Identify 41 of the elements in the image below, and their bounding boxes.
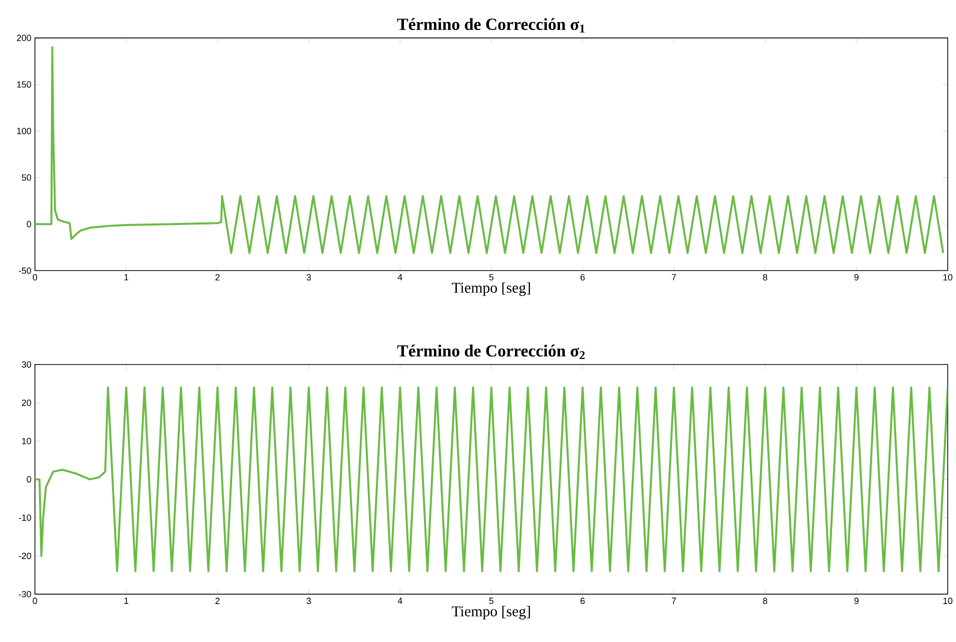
x-tick-label: 4 (398, 598, 402, 604)
line-series (34, 46, 944, 254)
y-tick-label: 30 (22, 361, 32, 368)
x-tick-label: 7 (672, 598, 676, 604)
x-tick-label: 3 (306, 598, 311, 604)
y-tick-label: 10 (22, 438, 32, 444)
y-tick-label: -10 (18, 514, 32, 521)
x-tick-label: 6 (580, 274, 585, 280)
x-tick-label: 9 (854, 274, 859, 280)
x-tick-label: 1 (124, 598, 128, 604)
x-tick-label: 2 (215, 274, 220, 280)
x-tick-label: 0 (32, 274, 38, 280)
chart-title: Término de Corrección σ$_{1}$ (397, 18, 585, 32)
x-tick-label: 4 (398, 274, 402, 280)
x-tick-label: 8 (763, 598, 768, 604)
x-tick-label: 9 (854, 598, 859, 604)
y-tick-label: 0 (26, 476, 32, 482)
x-tick-label: 10 (943, 274, 952, 280)
x-tick-label: 5 (489, 598, 494, 604)
y-tick-label: 0 (26, 220, 32, 228)
y-tick-label: 100 (17, 128, 32, 134)
x-axis-title: Tiempo [seg] (452, 282, 530, 296)
x-tick-label: 7 (672, 274, 676, 280)
x-tick-label: 1 (124, 274, 128, 280)
y-tick-label: 150 (17, 81, 32, 88)
x-tick-label: 8 (763, 274, 768, 280)
y-tick-label: 50 (22, 174, 32, 181)
x-axis-title: Tiempo [seg] (452, 606, 530, 620)
x-tick-label: 0 (32, 598, 38, 604)
line-series (34, 386, 948, 572)
x-tick-label: 2 (215, 598, 220, 604)
y-tick-label: -20 (18, 552, 32, 560)
x-tick-label: 6 (580, 598, 585, 604)
x-tick-label: 3 (306, 274, 311, 280)
chart-title: Término de Corrección σ$_{2}$ (397, 344, 585, 359)
x-tick-label: 10 (943, 598, 952, 604)
y-tick-label: 20 (22, 400, 32, 406)
y-tick-label: -30 (18, 590, 32, 598)
y-tick-label: -50 (18, 267, 32, 274)
x-tick-label: 5 (489, 274, 494, 280)
y-tick-label: 200 (16, 34, 32, 42)
